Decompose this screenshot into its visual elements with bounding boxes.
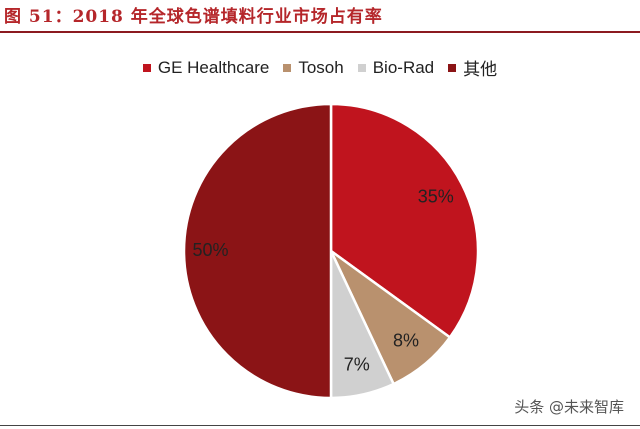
- data-label-ge-healthcare: 35%: [418, 186, 454, 206]
- chart-legend: GE Healthcare Tosoh Bio-Rad 其他: [0, 55, 640, 80]
- data-label-other: 50%: [192, 240, 228, 260]
- watermark: 头条 @未来智库: [514, 398, 624, 416]
- legend-item-tosoh: Tosoh: [283, 55, 344, 80]
- data-label-tosoh: 8%: [393, 330, 419, 350]
- pie-slice-other: [182, 102, 333, 400]
- legend-label-ge-healthcare: GE Healthcare: [157, 57, 270, 77]
- legend-swatch-ge-healthcare: [142, 63, 151, 72]
- legend-label-other: 其他: [463, 60, 498, 79]
- legend-item-ge-healthcare: GE Healthcare: [142, 55, 270, 80]
- data-label-bio-rad: 7%: [344, 355, 370, 375]
- figure-title: 图 51：2018 年全球色谱填料行业市场占有率: [4, 7, 383, 27]
- legend-label-tosoh: Tosoh: [298, 57, 344, 77]
- bottom-divider: [0, 425, 640, 426]
- pie-slice-ge-healthcare: [329, 102, 480, 339]
- legend-item-bio-rad: Bio-Rad: [357, 55, 435, 80]
- legend-label-bio-rad: Bio-Rad: [372, 57, 435, 77]
- legend-swatch-other: [448, 63, 457, 72]
- legend-swatch-tosoh: [283, 63, 292, 72]
- legend-item-other: 其他: [448, 55, 497, 80]
- title-divider: [0, 31, 640, 33]
- legend-swatch-bio-rad: [357, 63, 366, 72]
